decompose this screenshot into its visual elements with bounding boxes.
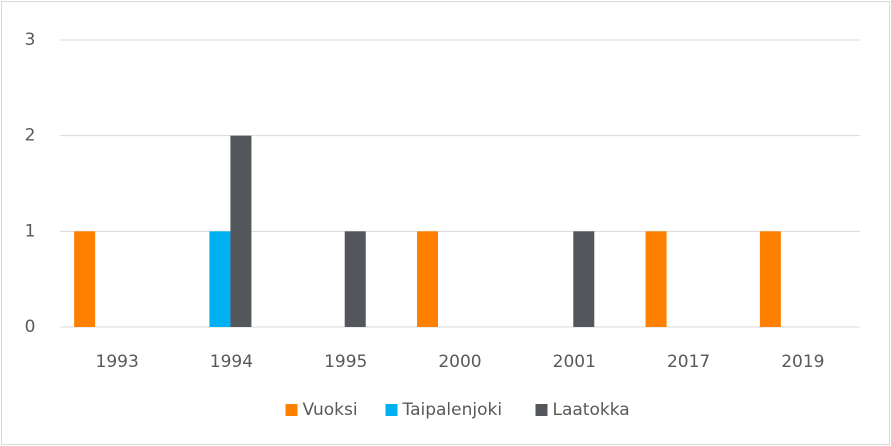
legend-swatch: [285, 404, 298, 416]
y-tick-label: 1: [25, 221, 36, 241]
bar: [759, 231, 781, 327]
x-tick-label: 2000: [438, 352, 481, 372]
bar: [209, 231, 231, 327]
legend-label: Laatokka: [553, 400, 630, 420]
bar: [417, 231, 438, 327]
bar: [645, 231, 667, 327]
bar: [230, 135, 252, 327]
bar: [573, 231, 595, 327]
bar: [74, 231, 96, 327]
legend-label: Taipalenjoki: [402, 400, 503, 420]
y-tick-label: 2: [25, 126, 36, 146]
legend-label: Vuoksi: [303, 400, 358, 420]
x-tick-label: 2019: [781, 352, 824, 372]
x-tick-label: 2001: [553, 352, 596, 372]
bar: [344, 231, 366, 327]
legend-swatch: [385, 404, 398, 416]
y-tick-label: 3: [25, 30, 36, 50]
x-tick-label: 1995: [324, 352, 367, 372]
x-tick-label: 2017: [667, 352, 710, 372]
legend-swatch: [535, 404, 548, 416]
x-tick-label: 1993: [96, 352, 139, 372]
x-tick-label: 1994: [210, 352, 253, 372]
y-tick-label: 0: [25, 317, 36, 337]
